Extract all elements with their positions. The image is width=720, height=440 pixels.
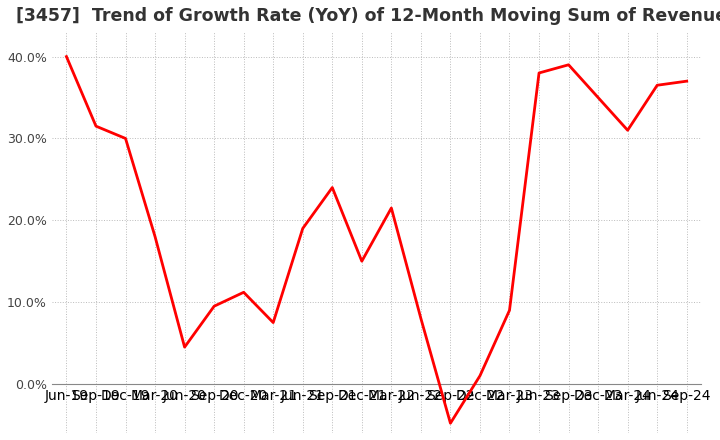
Title: [3457]  Trend of Growth Rate (YoY) of 12-Month Moving Sum of Revenues: [3457] Trend of Growth Rate (YoY) of 12-… [16,7,720,25]
